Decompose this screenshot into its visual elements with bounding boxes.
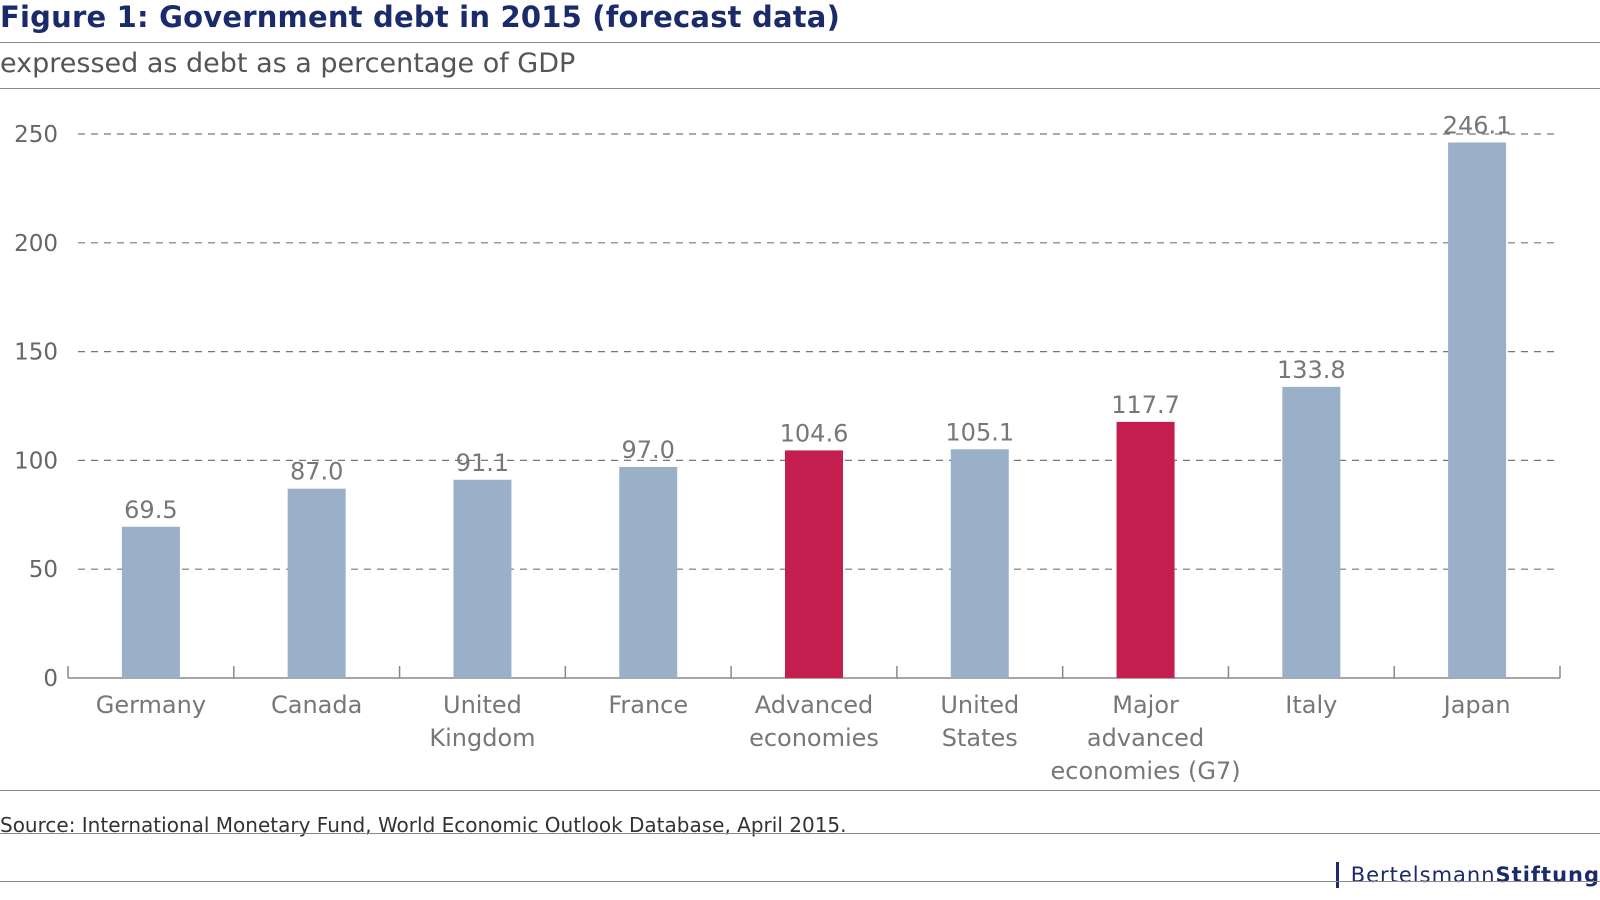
logo-bar — [1335, 862, 1339, 888]
bars — [121, 142, 1507, 679]
value-label: 69.5 — [124, 496, 177, 524]
category-label: United States — [940, 691, 1019, 752]
footer-rule — [0, 881, 1600, 882]
subtitle-rule — [0, 88, 1600, 89]
value-label: 246.1 — [1443, 111, 1512, 139]
value-label: 117.7 — [1111, 391, 1180, 419]
chart-subtitle: expressed as debt as a percentage of GDP — [0, 48, 576, 79]
category-label: Germany — [96, 691, 206, 719]
bar — [1116, 421, 1175, 678]
y-tick-label: 200 — [14, 231, 58, 257]
bar-chart: 0 50 100 150 200 250 69.5 87.0 91.1 97.0 104.6 105… — [14, 111, 1561, 785]
chart-title: Figure 1: Government debt in 2015 (forec… — [0, 0, 841, 34]
y-tick-label: 50 — [29, 557, 58, 583]
value-label: 133.8 — [1277, 356, 1346, 384]
category-label: Italy — [1285, 691, 1337, 719]
category-label: Japan — [1442, 691, 1511, 719]
bar — [453, 479, 512, 678]
category-label: France — [608, 691, 688, 719]
logo-text: BertelsmannStiftung — [1350, 863, 1600, 887]
bar — [785, 450, 843, 678]
bar — [619, 466, 678, 678]
bar — [287, 488, 346, 678]
bar — [1282, 386, 1341, 678]
y-tick-label: 250 — [14, 122, 58, 148]
chart-bottom-rule — [0, 790, 1600, 791]
bar — [950, 449, 1009, 678]
source-rule — [0, 833, 1600, 834]
y-axis-ticks: 0 50 100 150 200 250 — [14, 122, 58, 692]
bertelsmann-logo: BertelsmannStiftung — [1335, 860, 1600, 890]
value-labels: 69.5 87.0 91.1 97.0 104.6 105.1 117.7 133.8 246.… — [124, 111, 1511, 523]
value-label: 105.1 — [945, 418, 1014, 446]
category-label: Canada — [271, 691, 362, 719]
category-labels: Germany Canada United Kingdom France Advanced… — [96, 691, 1511, 785]
value-label: 87.0 — [290, 458, 343, 486]
category-label: United Kingdom — [429, 691, 535, 752]
value-label: 91.1 — [456, 449, 509, 477]
title-rule — [0, 42, 1600, 43]
y-tick-label: 150 — [14, 340, 58, 366]
value-label: 104.6 — [780, 419, 849, 447]
bar — [1448, 142, 1507, 679]
category-label: Advanced economies — [749, 691, 879, 752]
category-label: Major advanced economies (G7) — [1051, 691, 1241, 785]
y-tick-label: 0 — [43, 666, 58, 692]
value-label: 97.0 — [622, 436, 675, 464]
bar — [121, 526, 180, 678]
y-tick-label: 100 — [14, 448, 58, 474]
